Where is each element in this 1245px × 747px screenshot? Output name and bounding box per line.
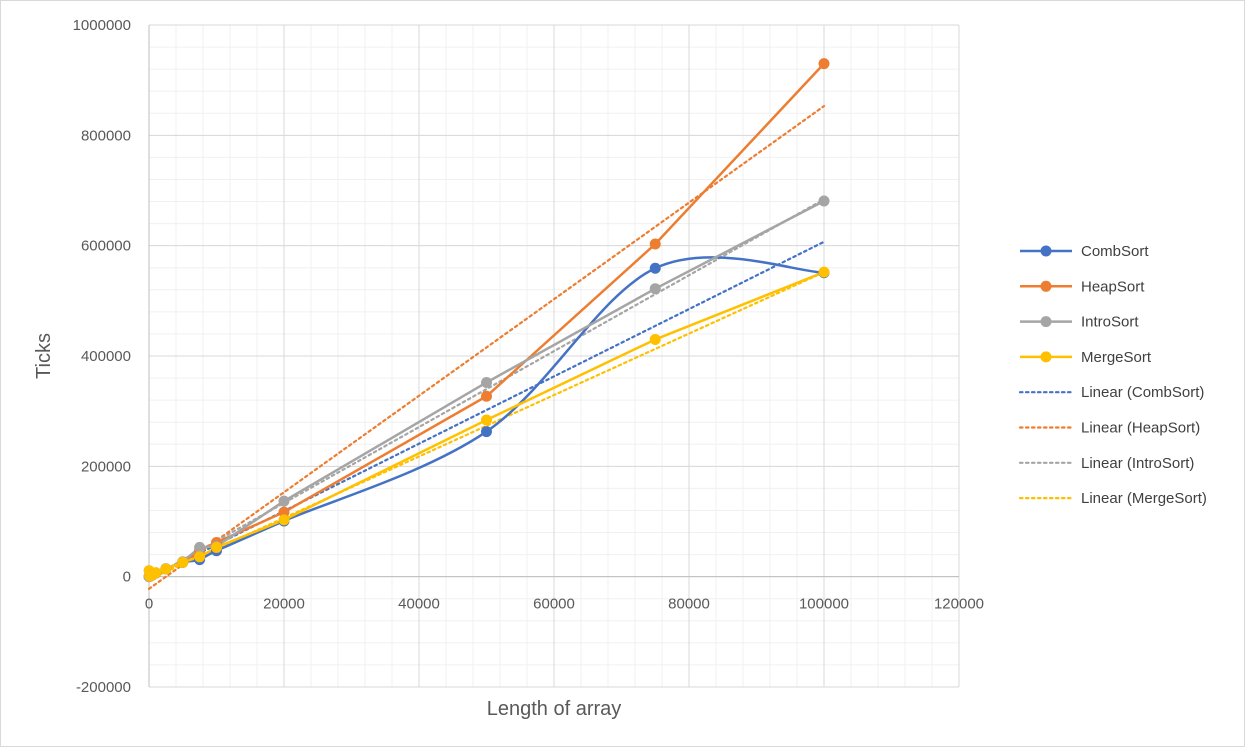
legend-marker: [1040, 351, 1052, 363]
legend-label: Linear (CombSort): [1081, 384, 1204, 401]
data-point: [481, 376, 492, 388]
series-layer: [143, 58, 830, 583]
trendline: [147, 271, 826, 581]
legend-marker: [1040, 316, 1052, 328]
legend-label: HeapSort: [1081, 278, 1145, 295]
data-point: [278, 495, 290, 507]
legend-item: Linear (IntroSort): [1018, 455, 1194, 472]
y-axis-title: Ticks: [33, 333, 55, 379]
x-tick-label: 20000: [263, 596, 305, 613]
legend-label: MergeSort: [1081, 349, 1152, 366]
legend-item: MergeSort: [1020, 349, 1152, 366]
y-tick-label: -200000: [76, 679, 131, 696]
data-point: [649, 262, 661, 274]
data-point: [649, 283, 661, 295]
data-point: [481, 414, 492, 426]
data-point: [649, 333, 661, 345]
legend-marker: [1040, 280, 1052, 292]
series-line: [148, 62, 825, 578]
axes-layer: 0 20000 40000 60000 80000 100000 120000 -200000…: [73, 17, 984, 696]
data-point: [278, 506, 290, 518]
x-axis-title: Length of array: [487, 698, 622, 720]
x-tick-label: 100000: [799, 596, 849, 613]
y-tick-label: 400000: [81, 348, 131, 365]
x-tick-label: 80000: [668, 596, 710, 613]
legend-marker: [1040, 245, 1052, 257]
data-point: [150, 567, 162, 579]
data-point: [649, 238, 661, 250]
trendline: [147, 198, 826, 580]
y-tick-label: 600000: [81, 238, 131, 255]
x-tick-label: 40000: [398, 596, 440, 613]
trendline: [147, 104, 826, 590]
legend-label: Linear (IntroSort): [1081, 455, 1194, 472]
x-tick-label: 60000: [533, 596, 575, 613]
legend: CombSort HeapSort IntroSort MergeSort Linear…: [1018, 243, 1207, 507]
legend-item: Linear (HeapSort): [1018, 420, 1200, 437]
y-tick-label: 800000: [81, 127, 131, 144]
y-tick-label: 200000: [81, 458, 131, 475]
x-tick-label: 120000: [934, 596, 984, 613]
legend-item: CombSort: [1020, 243, 1149, 260]
data-point: [160, 563, 172, 575]
data-point: [818, 58, 830, 70]
legend-item: Linear (MergeSort): [1018, 490, 1207, 507]
y-tick-label: 0: [123, 569, 131, 586]
legend-label: IntroSort: [1081, 314, 1139, 331]
data-point: [194, 551, 206, 563]
grid-layer: [148, 24, 960, 688]
data-point: [194, 541, 206, 553]
legend-label: Linear (HeapSort): [1081, 420, 1200, 437]
legend-item: HeapSort: [1020, 278, 1145, 295]
legend-label: Linear (MergeSort): [1081, 490, 1207, 507]
legend-item: IntroSort: [1020, 314, 1139, 331]
data-point: [177, 556, 189, 568]
y-tick-label: 1000000: [73, 17, 131, 34]
legend-label: CombSort: [1081, 243, 1149, 260]
data-point: [481, 426, 492, 438]
data-point: [278, 514, 290, 526]
data-point: [211, 541, 222, 553]
trendline-layer: [147, 104, 826, 590]
x-tick-label: 0: [145, 596, 153, 613]
data-point: [818, 266, 830, 278]
data-point: [481, 390, 492, 402]
data-point: [818, 195, 830, 207]
legend-item: Linear (CombSort): [1018, 384, 1204, 401]
